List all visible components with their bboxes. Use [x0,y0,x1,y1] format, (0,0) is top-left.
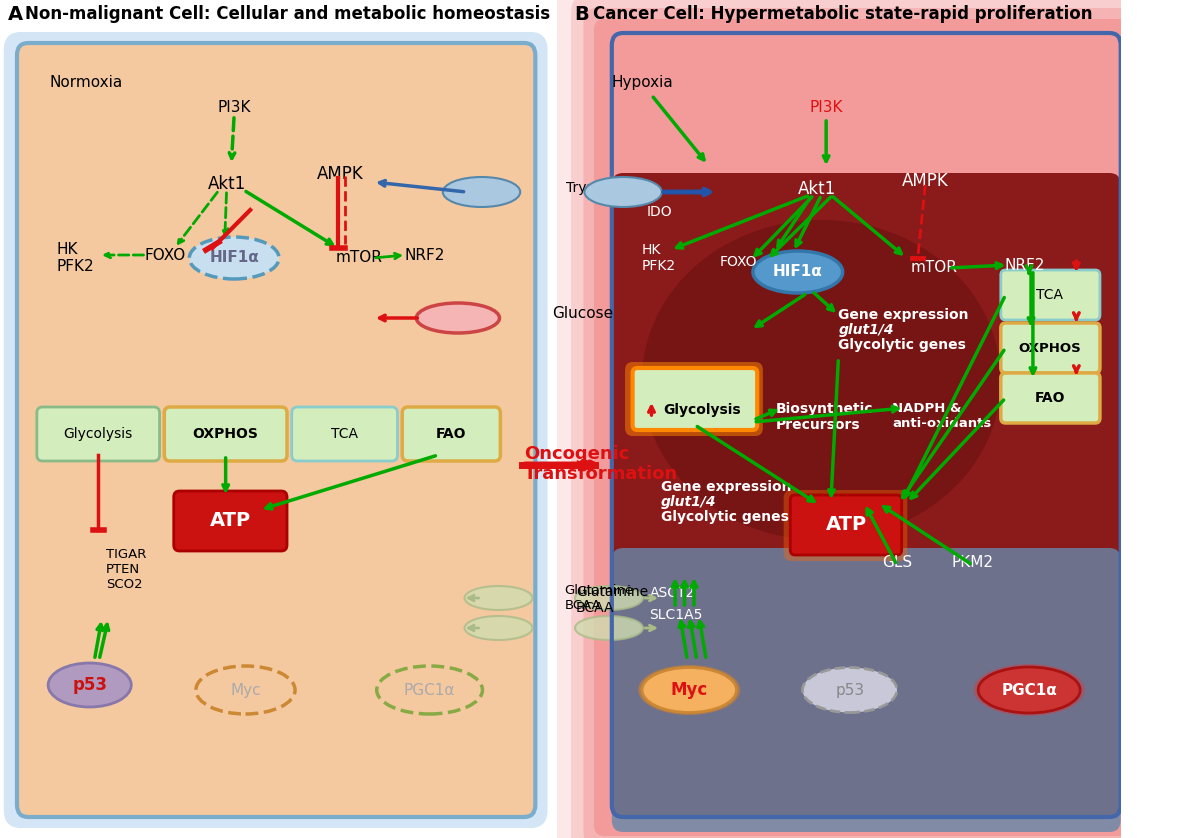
Text: AMPK: AMPK [902,172,948,190]
FancyBboxPatch shape [402,407,501,461]
FancyBboxPatch shape [1001,270,1100,320]
FancyBboxPatch shape [4,32,547,828]
Text: FAO: FAO [1035,391,1065,405]
Text: TCA: TCA [331,427,358,441]
Text: Gene expression: Gene expression [661,480,792,494]
Ellipse shape [639,665,741,715]
Text: TCA: TCA [1036,288,1064,302]
Text: Glycolysis: Glycolysis [64,427,133,441]
Ellipse shape [973,664,1085,716]
Text: Normoxia: Normoxia [49,75,122,90]
Ellipse shape [443,177,520,207]
Text: IDO: IDO [647,205,672,219]
Text: FOXO: FOXO [145,247,185,262]
Ellipse shape [189,237,279,279]
FancyBboxPatch shape [783,490,907,561]
Text: Akt1: Akt1 [208,175,246,193]
FancyBboxPatch shape [1001,373,1100,423]
Ellipse shape [417,303,500,333]
Text: mTOR: mTOR [912,261,958,276]
FancyBboxPatch shape [633,368,757,430]
Ellipse shape [575,616,643,640]
Text: HIF1α: HIF1α [209,251,259,266]
Text: OXPHOS: OXPHOS [192,427,259,441]
Text: Transformation: Transformation [523,465,678,483]
Text: Glycolysis: Glycolysis [662,403,741,417]
Text: Tryptophan: Tryptophan [566,181,645,195]
Text: AMPK: AMPK [317,165,363,183]
Text: Gene expression: Gene expression [838,308,969,322]
Text: p53: p53 [72,676,107,694]
Ellipse shape [464,616,533,640]
FancyBboxPatch shape [557,0,1175,838]
Text: NRF2: NRF2 [405,247,445,262]
Text: PGC1α: PGC1α [1002,682,1056,697]
Text: TIGAR
PTEN
SCO2: TIGAR PTEN SCO2 [106,548,146,591]
Ellipse shape [584,177,662,207]
Text: NADPH &
anti-oxidants: NADPH & anti-oxidants [893,402,991,430]
FancyBboxPatch shape [626,362,763,436]
Ellipse shape [753,251,843,293]
FancyBboxPatch shape [173,491,287,551]
Text: ATP: ATP [210,511,250,530]
Text: PKM2: PKM2 [952,555,994,570]
Text: glut1/4: glut1/4 [661,495,717,509]
Text: PGC1α: PGC1α [404,682,456,697]
FancyBboxPatch shape [37,407,159,461]
Text: Glycolytic genes: Glycolytic genes [661,510,789,524]
Text: Glucose: Glucose [552,306,614,320]
FancyBboxPatch shape [1001,323,1100,373]
Text: NRF2: NRF2 [1004,257,1045,272]
FancyBboxPatch shape [17,43,535,817]
FancyBboxPatch shape [611,548,1121,832]
Ellipse shape [642,220,1001,540]
Text: B: B [575,5,589,24]
Text: ASCT2: ASCT2 [649,586,694,600]
Text: Glutamine
BCAA: Glutamine BCAA [576,585,648,615]
Text: Cancer Cell: Hypermetabolic state-rapid proliferation: Cancer Cell: Hypermetabolic state-rapid … [594,5,1092,23]
Text: Akt1: Akt1 [798,180,836,198]
Text: ATP: ATP [825,515,867,535]
FancyBboxPatch shape [791,495,902,555]
FancyBboxPatch shape [164,407,287,461]
Text: Oncogenic: Oncogenic [523,445,629,463]
Text: FOXO: FOXO [719,255,757,269]
Text: Myc: Myc [671,681,707,699]
Ellipse shape [978,667,1080,713]
Text: SLC1A5: SLC1A5 [649,608,703,622]
Text: glut1/4: glut1/4 [838,323,894,337]
Text: GLS: GLS [882,555,912,570]
Ellipse shape [642,668,736,712]
Text: HIF1α: HIF1α [773,265,823,280]
Text: HK
PFK2: HK PFK2 [57,242,94,274]
Text: Myc: Myc [230,682,261,697]
Text: PI3K: PI3K [217,100,250,115]
Text: Biosynthetic
Precursors: Biosynthetic Precursors [776,402,874,432]
Text: Non-malignant Cell: Cellular and metabolic homeostasis: Non-malignant Cell: Cellular and metabol… [25,5,550,23]
FancyBboxPatch shape [584,8,1149,838]
Text: A: A [7,5,23,24]
FancyBboxPatch shape [292,407,398,461]
Text: FAO: FAO [436,427,466,441]
Text: p53: p53 [836,682,864,697]
FancyBboxPatch shape [611,173,1121,817]
FancyBboxPatch shape [594,19,1138,836]
Text: Hypoxia: Hypoxia [611,75,673,90]
Ellipse shape [464,586,533,610]
Text: Glutamine
BCAA: Glutamine BCAA [565,584,634,612]
FancyBboxPatch shape [571,0,1161,838]
Text: HK
PFK2: HK PFK2 [642,243,677,273]
Ellipse shape [802,668,897,712]
Text: mTOR: mTOR [335,251,382,266]
Text: Glycolytic genes: Glycolytic genes [838,338,966,352]
Text: OXPHOS: OXPHOS [1018,342,1081,354]
Ellipse shape [575,586,643,610]
Ellipse shape [49,663,132,707]
Text: PI3K: PI3K [810,100,843,115]
